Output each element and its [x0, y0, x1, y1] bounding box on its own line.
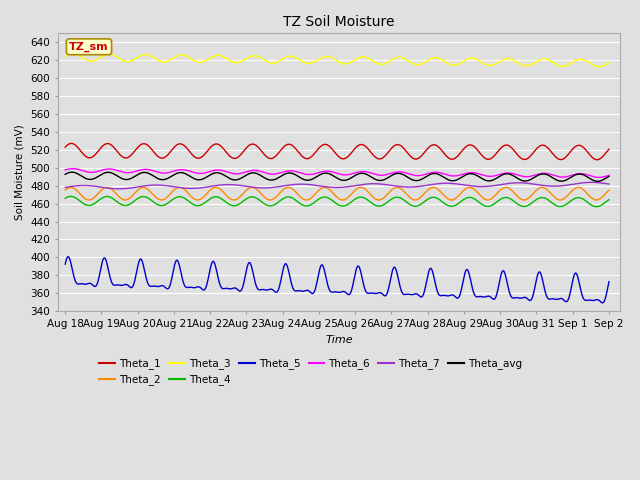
Theta_3: [595, 64, 603, 70]
Line: Theta_1: Theta_1: [65, 144, 609, 160]
Theta_avg: [314, 173, 321, 179]
Theta_6: [303, 172, 311, 178]
Theta_5: [292, 288, 300, 294]
Line: Theta_5: Theta_5: [65, 257, 609, 303]
Theta_avg: [126, 176, 134, 182]
Theta_avg: [68, 169, 76, 175]
Theta_4: [104, 193, 111, 199]
Theta_avg: [605, 173, 613, 179]
Theta_4: [61, 195, 69, 201]
Line: Theta_7: Theta_7: [65, 182, 609, 189]
Theta_1: [61, 144, 69, 150]
Theta_4: [126, 201, 134, 207]
Theta_1: [292, 146, 300, 152]
Theta_7: [303, 181, 311, 187]
Theta_5: [605, 279, 613, 285]
Theta_3: [371, 60, 379, 65]
Theta_5: [64, 254, 72, 260]
Theta_1: [314, 147, 321, 153]
Line: Theta_6: Theta_6: [65, 168, 609, 178]
Theta_1: [126, 154, 134, 159]
Theta_4: [314, 197, 321, 203]
Theta_2: [125, 195, 133, 201]
Theta_2: [321, 184, 328, 190]
Legend: Theta_1, Theta_2, Theta_3, Theta_4, Theta_5, Theta_6, Theta_7, Theta_avg: Theta_1, Theta_2, Theta_3, Theta_4, Thet…: [95, 354, 526, 390]
Theta_avg: [104, 169, 111, 175]
Theta_2: [314, 189, 321, 194]
Theta_3: [292, 55, 300, 60]
Theta_7: [104, 185, 111, 191]
Theta_1: [605, 146, 613, 152]
Theta_5: [598, 300, 606, 306]
Theta_2: [303, 197, 310, 203]
Theta_1: [371, 154, 379, 160]
X-axis label: Time: Time: [325, 335, 353, 345]
Theta_3: [69, 51, 77, 57]
Theta_5: [104, 264, 111, 269]
Theta_6: [371, 171, 379, 177]
Theta_6: [69, 166, 77, 171]
Line: Theta_avg: Theta_avg: [65, 172, 609, 181]
Theta_3: [605, 60, 613, 65]
Theta_1: [593, 157, 601, 163]
Line: Theta_3: Theta_3: [65, 54, 609, 67]
Theta_avg: [292, 172, 300, 178]
Theta_6: [126, 170, 134, 176]
Theta_6: [292, 169, 300, 175]
Theta_5: [126, 284, 134, 290]
Theta_6: [605, 172, 613, 178]
Theta_5: [303, 288, 311, 293]
Theta_1: [104, 141, 111, 146]
Theta_1: [303, 156, 311, 162]
Theta_6: [314, 170, 321, 176]
Theta_avg: [594, 179, 602, 184]
Theta_4: [292, 198, 300, 204]
Theta_5: [61, 261, 69, 267]
Theta_1: [68, 141, 76, 146]
Theta_avg: [371, 176, 379, 182]
Theta_7: [292, 181, 300, 187]
Theta_7: [314, 183, 321, 189]
Theta_2: [104, 184, 111, 190]
Theta_5: [314, 277, 321, 283]
Theta_4: [67, 193, 74, 199]
Theta_avg: [61, 171, 69, 177]
Theta_4: [303, 203, 311, 209]
Theta_3: [303, 60, 311, 66]
Theta_7: [126, 185, 134, 191]
Theta_4: [605, 197, 613, 203]
Line: Theta_2: Theta_2: [65, 187, 609, 200]
Theta_3: [314, 58, 321, 63]
Theta_avg: [303, 177, 311, 183]
Theta_6: [104, 166, 111, 172]
Theta_2: [61, 187, 69, 193]
Theta_7: [61, 184, 69, 190]
Theta_3: [104, 51, 111, 57]
Theta_4: [371, 202, 379, 208]
Theta_4: [593, 204, 600, 210]
Theta_5: [371, 291, 379, 297]
Line: Theta_4: Theta_4: [65, 196, 609, 207]
Theta_2: [605, 187, 613, 193]
Y-axis label: Soil Moisture (mV): Soil Moisture (mV): [15, 124, 25, 220]
Theta_3: [61, 54, 69, 60]
Theta_6: [61, 167, 69, 173]
Theta_7: [371, 181, 379, 187]
Theta_7: [115, 186, 123, 192]
Text: TZ_sm: TZ_sm: [69, 42, 109, 52]
Title: TZ Soil Moisture: TZ Soil Moisture: [283, 15, 395, 29]
Theta_3: [126, 59, 134, 64]
Theta_2: [303, 197, 311, 203]
Theta_2: [292, 189, 300, 195]
Theta_7: [588, 180, 595, 185]
Theta_2: [371, 196, 379, 202]
Theta_6: [595, 175, 603, 180]
Theta_7: [605, 181, 613, 187]
